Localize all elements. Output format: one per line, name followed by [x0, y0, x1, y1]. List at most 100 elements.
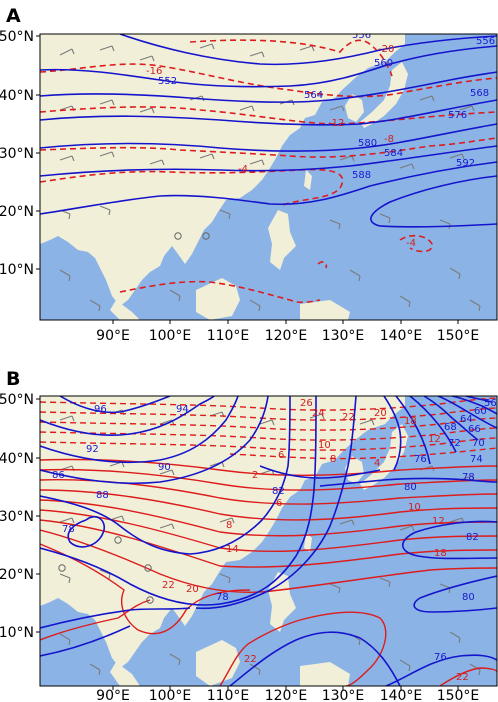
panel-b-blue-label: 78 [462, 472, 475, 483]
panel-a-blue-label: 576 [448, 110, 467, 121]
panel-b-blue-label: 90 [158, 462, 171, 473]
panel-b-land-japan [360, 424, 408, 490]
panel-b-letter: B [6, 368, 20, 390]
panel-a-lon-label: 110°E [207, 328, 250, 344]
panel-b-blue-label: 68 [444, 422, 457, 433]
panel-a-blue-label: 584 [384, 148, 403, 159]
panel-b-lat-label: 30°N [0, 509, 34, 525]
panel-b-lat-label: 10°N [0, 625, 34, 641]
panel-a-city-marker [202, 232, 210, 240]
panel-b-red-label: 8 [226, 520, 232, 531]
panel-b-lat-label: 20°N [0, 567, 34, 583]
panel-a-blue-label: 556 [352, 30, 371, 41]
panel-b-blue-label: 82 [466, 532, 479, 543]
panel-b-lon-label: 100°E [149, 688, 192, 702]
panel-b: B [0, 368, 498, 702]
panel-a-land-korea [345, 94, 364, 122]
panel-b-red-label: 20 [374, 408, 387, 419]
panel-a-lon-label: 100°E [149, 328, 192, 344]
panel-b-blue-label: 70 [472, 438, 485, 449]
panel-a-lat-label: 50°N [0, 29, 34, 45]
panel-b-lat-label: 50°N [0, 392, 34, 408]
panel-a-lon-axis: 90°E 100°E 110°E 120°E 130°E 140°E 150°E [96, 320, 479, 344]
panel-a-land-newguinea [300, 300, 350, 320]
panel-b-lon-label: 130°E [322, 688, 365, 702]
panel-b-blue-label: 82 [272, 486, 285, 497]
panel-b-red-label: 14 [226, 544, 239, 555]
panel-b-lon-label: 110°E [207, 688, 250, 702]
panel-b-red-label: 22 [162, 580, 175, 591]
panel-b-blue-label: 60 [474, 406, 487, 417]
panel-a-blue-label: 564 [304, 90, 323, 101]
panel-b-contour-labels: 96 94 92 90 88 86 78 82 80 76 78 80 82 5… [52, 398, 497, 683]
panel-a-lon-label: 140°E [380, 328, 423, 344]
panel-b-red-label: 6 [278, 450, 284, 461]
panel-b-red-label: 26 [300, 398, 313, 409]
panel-b-city-marker [114, 536, 122, 544]
panel-b-blue-label: 72 [448, 438, 461, 449]
panel-b-blue-label: 66 [468, 424, 481, 435]
panel-a-lat-label: 20°N [0, 204, 34, 220]
panel-b-red-label: 20 [186, 584, 199, 595]
panel-b-red-solid-contours [40, 458, 497, 686]
panel-b-land-newguinea [300, 662, 350, 686]
panel-a-red-label: -4 [406, 238, 416, 249]
panel-b-blue-label: 86 [52, 470, 65, 481]
panel-b-frame [39, 395, 498, 687]
panel-b-red-label: 8 [330, 454, 336, 465]
panel-b-lat-axis: 50°N 40°N 30°N 20°N 10°N [0, 392, 40, 641]
panel-b-red-label: 18 [434, 548, 447, 559]
panel-b-blue-label: 78 [62, 524, 75, 535]
panel-a-red-label: -8 [384, 134, 394, 145]
panel-b-red-label: 22 [342, 412, 355, 423]
panel-a-blue-label: 560 [374, 58, 393, 69]
panel-b-map: 96 94 92 90 88 86 78 82 80 76 78 80 82 5… [40, 396, 497, 686]
panel-b-blue-label: 56 [484, 398, 497, 409]
panel-b-red-dashed-contours [40, 397, 497, 460]
panel-b-blue-label: 64 [460, 414, 473, 425]
panel-a-land-japan [360, 62, 408, 128]
panel-b-lon-label: 150°E [437, 688, 480, 702]
panel-a-blue-label: 556 [476, 36, 495, 47]
panel-a-blue-label: 568 [470, 88, 489, 99]
panel-b-land-sumatra [110, 662, 140, 686]
panel-a-lat-label: 40°N [0, 88, 34, 104]
panel-b-blue-label: 80 [404, 482, 417, 493]
panel-a-blue-label: 552 [158, 76, 177, 87]
panel-a-lat-label: 10°N [0, 262, 34, 278]
panel-b-red-label: 12 [432, 516, 445, 527]
panel-a-blue-label: 592 [456, 158, 475, 169]
panel-b-red-label: 4 [374, 458, 380, 469]
panel-b-blue-label: 94 [176, 404, 189, 415]
panel-b-lon-label: 120°E [265, 688, 308, 702]
panel-a-land-sumatra [110, 300, 140, 320]
panel-a-red-label: -12 [328, 118, 344, 129]
panel-b-red-label: 10 [318, 440, 331, 451]
panel-b-blue-label: 78 [216, 592, 229, 603]
panel-b-city-marker [58, 564, 66, 572]
panel-b-red-label: 18 [404, 416, 417, 427]
panel-a-land-philippines [268, 210, 296, 270]
panel-b-blue-label: 76 [434, 652, 447, 663]
panel-a-letter: A [6, 5, 21, 27]
panel-a-red-label: -20 [378, 44, 394, 55]
panel-b-lon-axis: 90°E 100°E 110°E 120°E 130°E 140°E 150°E [96, 686, 479, 702]
panel-b-red-label: 22 [244, 654, 257, 665]
panel-b-lat-label: 40°N [0, 451, 34, 467]
panel-a-lon-label: 150°E [437, 328, 480, 344]
panel-a-land-taiwan [304, 170, 312, 190]
panel-a-contour-labels: 556 556 552 560 564 568 576 580 584 588 … [146, 30, 495, 249]
panel-a-lon-label: 130°E [322, 328, 365, 344]
panel-a-blue-contours [40, 34, 497, 228]
panel-b-red-label: 12 [428, 434, 441, 445]
panel-b-blue-label: 80 [462, 592, 475, 603]
panel-b-blue-label: 74 [470, 454, 483, 465]
panel-a-lat-label: 30°N [0, 146, 34, 162]
panel-a-blue-label: 588 [352, 170, 371, 181]
panel-b-blue-label: 88 [96, 490, 109, 501]
panel-b-blue-label: 96 [94, 404, 107, 415]
panel-b-blue-label: 92 [86, 444, 99, 455]
panel-b-red-label: 2 [252, 470, 258, 481]
panel-b-red-label: 24 [312, 408, 325, 419]
